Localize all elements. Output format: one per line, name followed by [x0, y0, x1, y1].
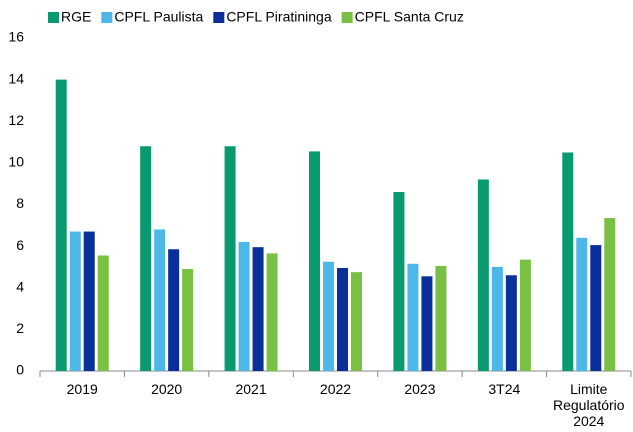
legend-swatch: [341, 12, 353, 23]
y-tick-label: 0: [16, 362, 24, 378]
bar: [407, 263, 419, 371]
y-tick-label: 14: [8, 70, 24, 86]
x-tick-label: Limite Regulatório 2024: [552, 381, 625, 429]
legend-swatch: [101, 12, 113, 23]
y-tick-label: 16: [8, 29, 24, 45]
legend-swatch: [48, 12, 59, 23]
bar: [477, 179, 489, 371]
bar: [505, 275, 517, 371]
y-tick-label: 12: [8, 112, 24, 128]
bar: [562, 152, 574, 371]
x-tick-label: 2023: [404, 381, 436, 397]
bar: [519, 259, 531, 371]
bar: [238, 241, 250, 371]
bar: [604, 218, 616, 371]
y-tick-label: 10: [8, 154, 24, 170]
bar: [140, 146, 152, 371]
legend-label: RGE: [61, 9, 91, 25]
bar: [491, 266, 503, 371]
bar: [83, 231, 95, 371]
y-tick-label: 6: [16, 237, 24, 253]
legend-label: CPFL Piratininga: [226, 9, 332, 25]
legend-label: CPFL Paulista: [114, 9, 203, 25]
bar: [69, 231, 81, 371]
bar: [309, 151, 320, 371]
y-tick-label: 8: [16, 195, 24, 211]
x-tick-label: 2021: [235, 381, 267, 397]
bar: [55, 79, 67, 371]
bar: [351, 272, 362, 371]
bar: [576, 237, 588, 371]
legend-swatch: [213, 12, 225, 23]
y-tick-label: 2: [16, 320, 24, 336]
bar: [97, 255, 109, 371]
bar: [421, 276, 433, 371]
bar: [590, 245, 602, 371]
x-tick-label: 2020: [151, 381, 183, 397]
bar: [266, 253, 278, 371]
bar: [154, 229, 166, 371]
x-tick-label: 2022: [319, 381, 352, 397]
bar: [323, 261, 334, 371]
bar: [252, 247, 264, 371]
legend-label: CPFL Santa Cruz: [355, 9, 464, 25]
x-tick-label: 2019: [66, 381, 98, 397]
bar: [435, 265, 447, 371]
bar: [224, 146, 236, 371]
bar: [168, 249, 180, 371]
bar: [182, 269, 194, 371]
x-tick-label: 3T24: [488, 381, 521, 397]
y-tick-label: 4: [16, 278, 24, 294]
bar: [337, 267, 348, 371]
bar: [393, 192, 405, 371]
